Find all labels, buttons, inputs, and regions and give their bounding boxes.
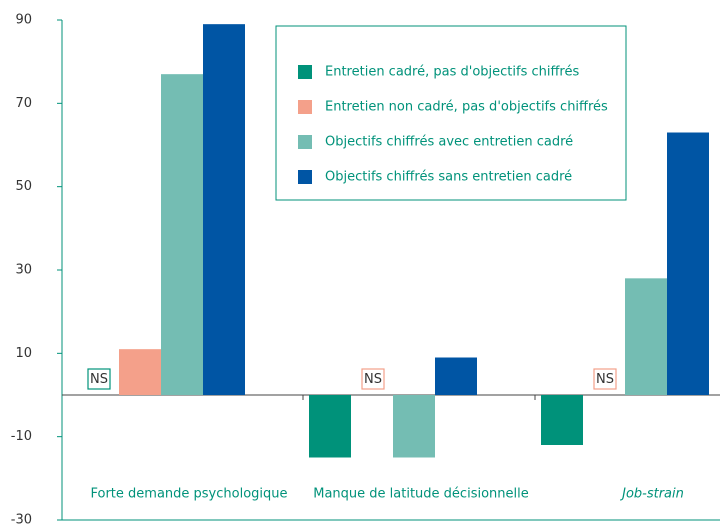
label-box <box>593 368 617 390</box>
label-box <box>87 368 111 390</box>
x-tick-label: Job-strain <box>619 487 684 502</box>
y-tick-label: 50 <box>15 179 32 194</box>
value-label: NS <box>364 372 382 387</box>
bar <box>541 395 583 445</box>
legend-label: Objectifs chiffrés sans entretien cadré <box>325 170 572 185</box>
bar <box>393 395 435 458</box>
value-label: NS <box>596 372 614 387</box>
y-tick-label: -10 <box>11 429 32 444</box>
legend-label: Entretien cadré, pas d'objectifs chiffré… <box>325 65 579 80</box>
legend-swatch <box>298 135 312 149</box>
bar <box>435 357 477 395</box>
y-tick-label: 10 <box>15 346 32 361</box>
bar <box>625 278 667 395</box>
bar <box>119 349 161 395</box>
value-label: NS <box>90 372 108 387</box>
legend-label: Objectifs chiffrés avec entretien cadré <box>325 135 573 150</box>
x-tick-label: Manque de latitude décisionnelle <box>313 487 528 502</box>
legend-box <box>275 25 627 201</box>
legend-swatch <box>298 100 312 114</box>
y-tick-label: 90 <box>15 13 32 28</box>
legend-label: Entretien non cadré, pas d'objectifs chi… <box>325 100 608 115</box>
legend-swatch <box>298 170 312 184</box>
y-tick-label: -30 <box>11 513 32 524</box>
legend-swatch <box>298 65 312 79</box>
label-box <box>361 368 385 390</box>
y-tick-label: 30 <box>15 263 32 278</box>
bar <box>309 395 351 458</box>
x-tick-label: Forte demande psychologique <box>90 487 287 502</box>
bar <box>203 24 245 396</box>
bar <box>667 132 709 395</box>
y-tick-label: 70 <box>15 96 32 111</box>
bar <box>161 74 203 396</box>
